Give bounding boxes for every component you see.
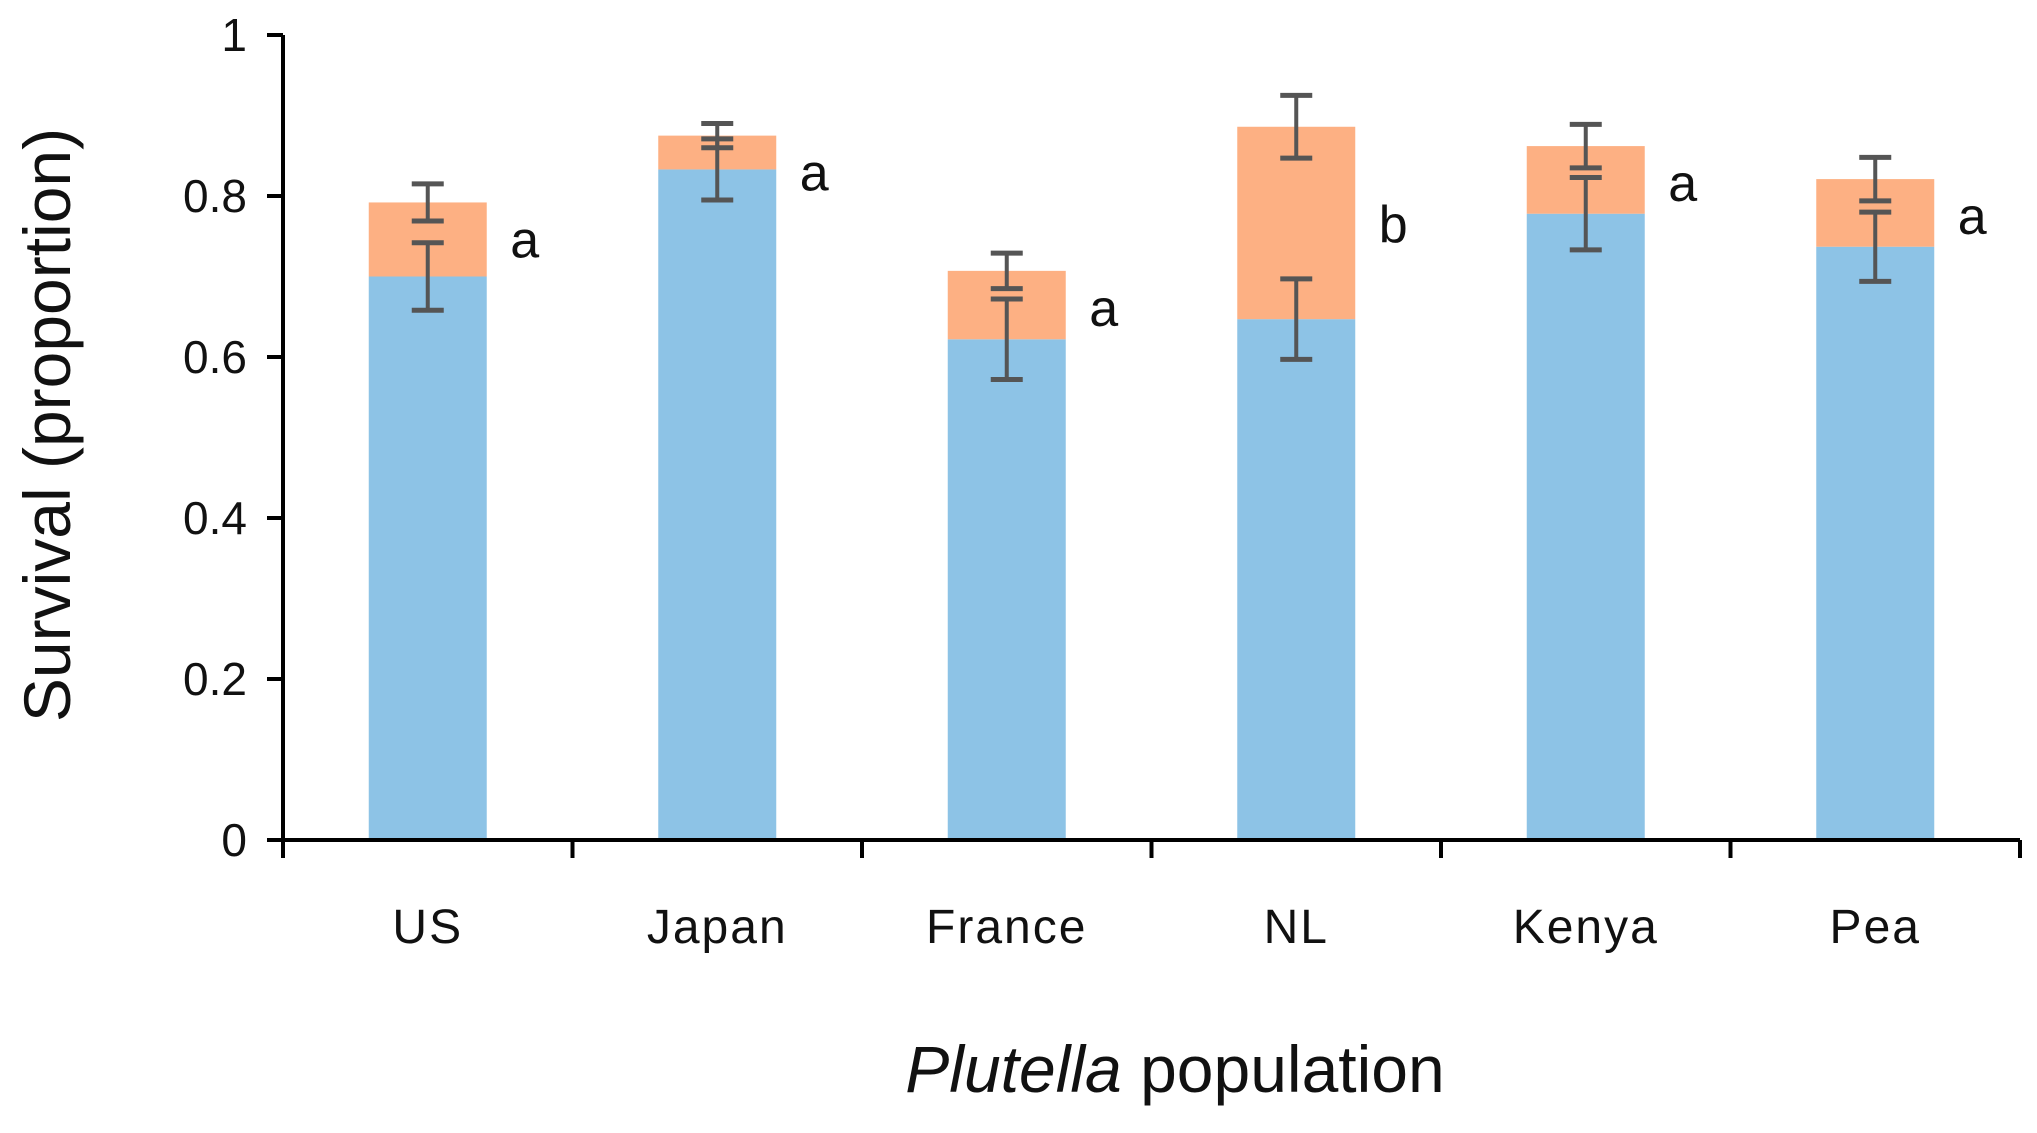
significance-letter-japan: a (800, 145, 829, 203)
y-tick-label: 0 (221, 814, 247, 866)
bar-lower-france (947, 339, 1066, 840)
x-tick-label-japan: Japan (647, 901, 788, 954)
bar-lower-kenya (1526, 213, 1645, 840)
bars-layer (368, 126, 1935, 841)
y-tick-label: 0.4 (183, 492, 247, 544)
bar-lower-pea (1816, 246, 1935, 841)
error-bars-layer (411, 92, 1892, 383)
x-tick-label-nl: NL (1264, 901, 1329, 954)
x-tick-label-kenya: Kenya (1513, 901, 1659, 954)
labels-layer: 0 0.2 0.4 0.6 0.8 1 US a Japan a France a NL b Kenya a P… (183, 9, 1987, 954)
x-tick-label-us: US (392, 901, 463, 954)
significance-letter-nl: b (1379, 196, 1408, 254)
x-tick-label-france: France (926, 901, 1087, 954)
y-tick-label: 0.8 (183, 170, 247, 222)
x-axis-title-rest: population (1122, 1032, 1445, 1106)
x-tick-label-pea: Pea (1830, 901, 1921, 954)
x-axis-title-italic: Plutella (905, 1032, 1121, 1106)
significance-letter-us: a (510, 211, 539, 269)
axes-layer (267, 33, 2022, 858)
significance-letter-kenya: a (1668, 155, 1697, 213)
y-tick-label: 0.6 (183, 331, 247, 383)
significance-letter-pea: a (1958, 188, 1987, 246)
y-tick-label: 1 (221, 9, 247, 61)
significance-letter-france: a (1089, 280, 1118, 338)
bar-lower-nl (1237, 319, 1356, 840)
bar-lower-japan (658, 169, 777, 840)
bar-lower-us (368, 276, 487, 840)
x-axis-title: Plutella population (905, 1032, 1444, 1106)
y-axis-title: Survival (proportion) (10, 128, 84, 722)
y-tick-label: 0.2 (183, 653, 247, 705)
